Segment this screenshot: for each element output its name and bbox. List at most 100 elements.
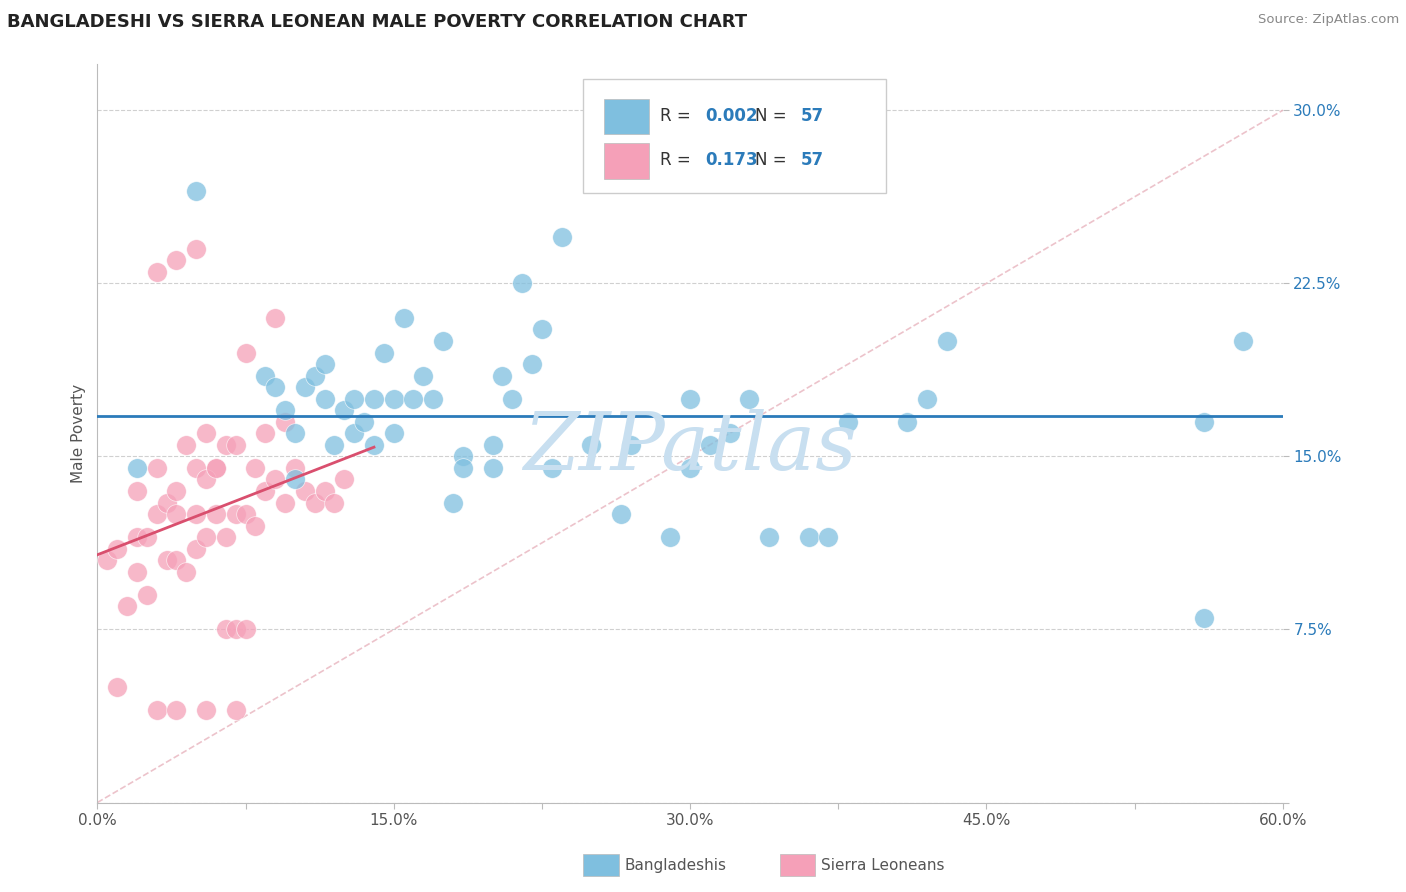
Point <box>353 415 375 429</box>
Point <box>333 472 356 486</box>
Point <box>304 368 326 383</box>
Text: R =: R = <box>661 107 696 125</box>
Text: BANGLADESHI VS SIERRA LEONEAN MALE POVERTY CORRELATION CHART: BANGLADESHI VS SIERRA LEONEAN MALE POVER… <box>7 13 747 31</box>
Point <box>254 483 277 498</box>
Point <box>205 461 228 475</box>
Text: Sierra Leoneans: Sierra Leoneans <box>821 858 945 872</box>
Point <box>659 530 682 544</box>
Point <box>264 380 287 394</box>
Point <box>294 483 316 498</box>
Y-axis label: Male Poverty: Male Poverty <box>72 384 86 483</box>
Point <box>145 461 167 475</box>
Point <box>225 703 247 717</box>
Point <box>837 415 859 429</box>
Point <box>333 403 356 417</box>
Point <box>135 588 157 602</box>
Point <box>245 518 267 533</box>
Point <box>145 703 167 717</box>
Point <box>1232 334 1254 348</box>
Point <box>205 507 228 521</box>
Text: ZIPatlas: ZIPatlas <box>523 409 856 487</box>
Point <box>105 680 128 694</box>
Point <box>125 483 148 498</box>
Point <box>530 322 553 336</box>
Point <box>915 392 938 406</box>
Point <box>363 392 385 406</box>
Point <box>135 530 157 544</box>
Point <box>186 541 208 556</box>
Point <box>245 461 267 475</box>
Point <box>186 461 208 475</box>
FancyBboxPatch shape <box>583 78 886 194</box>
Point <box>96 553 118 567</box>
Text: R =: R = <box>661 151 696 169</box>
Point <box>274 495 297 509</box>
Point <box>105 541 128 556</box>
Point <box>186 184 208 198</box>
Point <box>610 507 633 521</box>
Point <box>738 392 761 406</box>
Point <box>402 392 425 406</box>
Point <box>510 277 533 291</box>
Point <box>235 623 257 637</box>
Point <box>225 507 247 521</box>
Point <box>284 426 307 441</box>
Point <box>254 426 277 441</box>
Point <box>491 368 513 383</box>
Point <box>235 507 257 521</box>
Point <box>294 380 316 394</box>
Point <box>235 345 257 359</box>
Point <box>581 438 603 452</box>
Point <box>699 438 721 452</box>
Point <box>679 392 702 406</box>
Text: 57: 57 <box>800 151 824 169</box>
Point <box>165 703 187 717</box>
Point <box>540 461 562 475</box>
Point <box>174 438 197 452</box>
Point <box>165 253 187 268</box>
Point <box>382 426 405 441</box>
Point <box>186 242 208 256</box>
Point <box>125 530 148 544</box>
Point <box>165 507 187 521</box>
Point <box>501 392 523 406</box>
Point <box>125 461 148 475</box>
Text: Source: ZipAtlas.com: Source: ZipAtlas.com <box>1258 13 1399 27</box>
Point <box>274 403 297 417</box>
Point <box>284 472 307 486</box>
Point <box>441 495 464 509</box>
Point <box>679 461 702 475</box>
Point <box>145 507 167 521</box>
Point <box>195 703 218 717</box>
Point <box>481 438 503 452</box>
Point <box>797 530 820 544</box>
Point <box>215 623 238 637</box>
Point <box>225 438 247 452</box>
Point <box>195 530 218 544</box>
Point <box>215 530 238 544</box>
Point <box>254 368 277 383</box>
Point <box>451 450 474 464</box>
Point <box>550 230 572 244</box>
Point <box>373 345 395 359</box>
Text: 57: 57 <box>800 107 824 125</box>
Point <box>520 357 543 371</box>
Point <box>718 426 741 441</box>
Point <box>314 483 336 498</box>
Text: 0.002: 0.002 <box>706 107 758 125</box>
Point <box>758 530 780 544</box>
Point <box>432 334 454 348</box>
Point <box>145 265 167 279</box>
Point <box>264 310 287 325</box>
Point <box>155 553 177 567</box>
Point <box>481 461 503 475</box>
Point <box>155 495 177 509</box>
Point <box>896 415 918 429</box>
Point <box>620 438 643 452</box>
Text: N =: N = <box>755 151 792 169</box>
Text: Bangladeshis: Bangladeshis <box>624 858 727 872</box>
Point <box>195 426 218 441</box>
Point <box>274 415 297 429</box>
Point <box>314 392 336 406</box>
Point <box>392 310 415 325</box>
